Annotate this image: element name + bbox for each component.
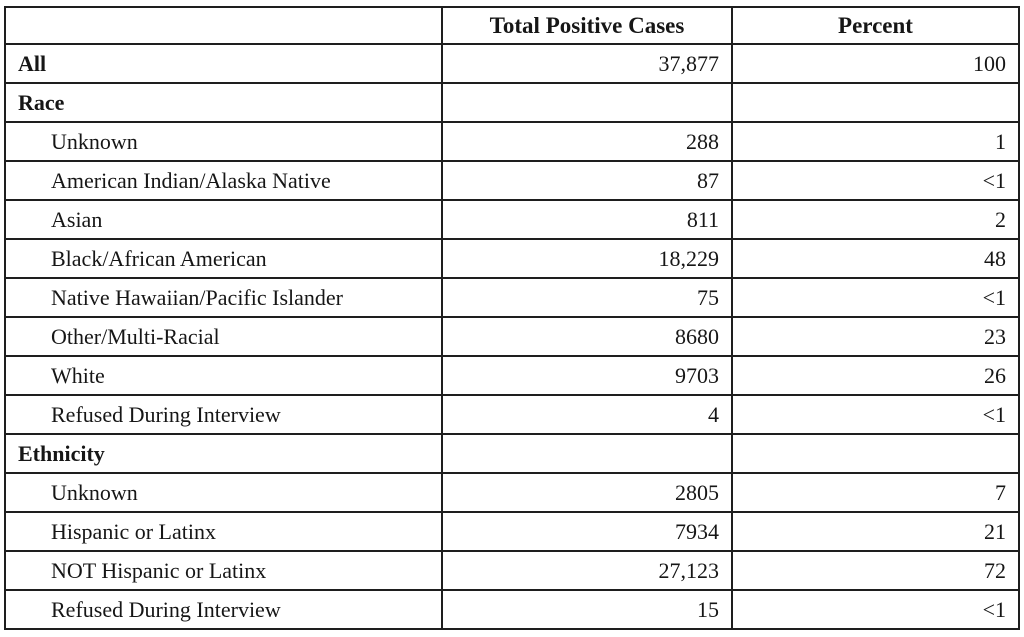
- cases-cell: 8680: [441, 316, 733, 357]
- cases-cell: 18,229: [441, 238, 733, 279]
- cases-cell: [441, 82, 733, 123]
- table-row-ethnicity-refused-during-interview: Refused During Interview 15 <1: [4, 589, 1020, 630]
- cases-cell: 9703: [441, 355, 733, 396]
- cases-cell: 4: [441, 394, 733, 435]
- table-row-black-african-american: Black/African American 18,229 48: [4, 238, 1020, 279]
- table-row-not-hispanic-or-latinx: NOT Hispanic or Latinx 27,123 72: [4, 550, 1020, 591]
- cases-cell: 87: [441, 160, 733, 201]
- row-label-cell: White: [4, 355, 443, 396]
- percent-cell: <1: [731, 589, 1020, 630]
- cases-cell: 15: [441, 589, 733, 630]
- percent-cell: 23: [731, 316, 1020, 357]
- row-label-cell: Hispanic or Latinx: [4, 511, 443, 552]
- row-label-cell: Race: [4, 82, 443, 123]
- cases-cell: 2805: [441, 472, 733, 513]
- cases-cell: 288: [441, 121, 733, 162]
- row-label-cell: Unknown: [4, 472, 443, 513]
- header-total-positive-cases: Total Positive Cases: [441, 6, 733, 45]
- row-label-cell: American Indian/Alaska Native: [4, 160, 443, 201]
- table-row-ethnicity-unknown: Unknown 2805 7: [4, 472, 1020, 513]
- table-row-american-indian-alaska-native: American Indian/Alaska Native 87 <1: [4, 160, 1020, 201]
- header-empty-cell: [4, 6, 443, 45]
- table-row-all: All 37,877 100: [4, 43, 1020, 84]
- cases-cell: [441, 433, 733, 474]
- cases-cell: 27,123: [441, 550, 733, 591]
- cases-cell: 7934: [441, 511, 733, 552]
- percent-cell: 1: [731, 121, 1020, 162]
- row-label-cell: Black/African American: [4, 238, 443, 279]
- percent-cell: 2: [731, 199, 1020, 240]
- percent-cell: 26: [731, 355, 1020, 396]
- row-label-cell: Unknown: [4, 121, 443, 162]
- row-label-cell: NOT Hispanic or Latinx: [4, 550, 443, 591]
- percent-cell: 21: [731, 511, 1020, 552]
- row-label-cell: All: [4, 43, 443, 84]
- percent-cell: 72: [731, 550, 1020, 591]
- header-percent: Percent: [731, 6, 1020, 45]
- percent-cell: <1: [731, 394, 1020, 435]
- table-row-ethnicity-section: Ethnicity: [4, 433, 1020, 474]
- cases-cell: 811: [441, 199, 733, 240]
- percent-cell: [731, 82, 1020, 123]
- table-row-race-refused-during-interview: Refused During Interview 4 <1: [4, 394, 1020, 435]
- percent-cell: 48: [731, 238, 1020, 279]
- row-label-cell: Ethnicity: [4, 433, 443, 474]
- percent-cell: <1: [731, 160, 1020, 201]
- row-label-cell: Refused During Interview: [4, 394, 443, 435]
- table-row-other-multi-racial: Other/Multi-Racial 8680 23: [4, 316, 1020, 357]
- table-row-white: White 9703 26: [4, 355, 1020, 396]
- table-row-race-section: Race: [4, 82, 1020, 123]
- percent-cell: 7: [731, 472, 1020, 513]
- cases-cell: 37,877: [441, 43, 733, 84]
- table-row-hispanic-or-latinx: Hispanic or Latinx 7934 21: [4, 511, 1020, 552]
- table-row-race-unknown: Unknown 288 1: [4, 121, 1020, 162]
- percent-cell: 100: [731, 43, 1020, 84]
- table-row-asian: Asian 811 2: [4, 199, 1020, 240]
- row-label-cell: Asian: [4, 199, 443, 240]
- row-label-cell: Refused During Interview: [4, 589, 443, 630]
- cases-by-race-ethnicity-table: Total Positive Cases Percent All 37,877 …: [4, 6, 1020, 630]
- percent-cell: <1: [731, 277, 1020, 318]
- percent-cell: [731, 433, 1020, 474]
- row-label-cell: Native Hawaiian/Pacific Islander: [4, 277, 443, 318]
- table-row-native-hawaiian-pacific-islander: Native Hawaiian/Pacific Islander 75 <1: [4, 277, 1020, 318]
- header-row: Total Positive Cases Percent: [4, 6, 1020, 45]
- cases-cell: 75: [441, 277, 733, 318]
- row-label-cell: Other/Multi-Racial: [4, 316, 443, 357]
